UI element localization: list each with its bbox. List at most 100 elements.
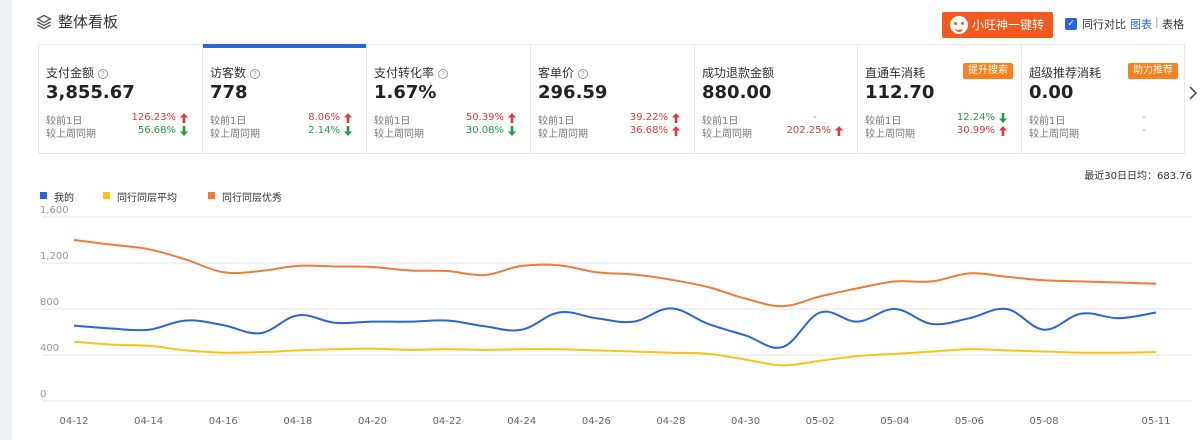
view-separator: |: [1155, 15, 1159, 28]
day-compare-value: 126.23%: [131, 112, 177, 123]
x-tick-label: 05-04: [880, 416, 909, 427]
legend-swatch: [40, 192, 47, 199]
one-click-convert-button[interactable]: 小旺神一键转化: [942, 12, 1053, 58]
week-compare-value: 56.68%: [137, 125, 176, 136]
week-compare-value: 36.68%: [629, 125, 668, 136]
x-tick-label: 04-26: [582, 416, 611, 427]
week-compare-label: 较上周同期: [865, 129, 915, 140]
view-chart-toggle[interactable]: 图表: [1130, 18, 1152, 31]
view-table-toggle[interactable]: 表格: [1162, 18, 1184, 31]
x-tick-label: 04-30: [731, 416, 760, 427]
x-tick-label: 05-11: [1141, 416, 1170, 427]
day-compare-label: 较前1日: [538, 116, 575, 127]
arrow-down-icon: [344, 126, 352, 136]
legend-item[interactable]: 同行同层平均: [103, 189, 177, 204]
day-compare-label: 较前1日: [374, 116, 411, 127]
dashboard-panel: 整体看板 小旺神一键转化 ✓ 同行对比 图表 | 表格 支付金额? 3,855.6…: [12, 0, 1200, 440]
chevron-right-icon[interactable]: [1188, 86, 1198, 100]
day-compare-value: -: [1142, 112, 1146, 123]
help-icon[interactable]: ?: [578, 69, 589, 79]
day-compare-value: 50.39%: [465, 112, 504, 123]
arrow-up-icon: [508, 113, 516, 123]
arrow-up-icon: [180, 113, 188, 123]
arrow-down-icon: [999, 113, 1007, 123]
metric-name: 直通车消耗: [865, 66, 926, 80]
metric-cards: 支付金额? 3,855.67 较前1日 126.23% 较上周同期 56.68% 访客数? 7…: [38, 44, 1185, 154]
metric-card[interactable]: 支付金额? 3,855.67 较前1日 126.23% 较上周同期 56.68%: [39, 45, 203, 153]
help-icon[interactable]: ?: [438, 69, 449, 79]
series-line-mine[interactable]: [73, 307, 1157, 349]
promo-tag-button[interactable]: 提升搜索: [963, 63, 1013, 79]
week-compare-label: 较上周同期: [702, 129, 752, 140]
arrow-down-icon: [508, 126, 516, 136]
metric-card[interactable]: 成功退款金额 880.00 较前1日 - 较上周同期 202.25%: [695, 45, 858, 153]
week-compare-label: 较上周同期: [538, 129, 588, 140]
arrow-up-icon: [344, 113, 352, 123]
arrow-up-icon: [672, 126, 680, 136]
week-compare-value: 30.08%: [465, 125, 504, 136]
arrow-up-icon: [999, 126, 1007, 136]
week-compare-value: 2.14%: [308, 125, 340, 136]
x-tick-label: 04-22: [433, 416, 462, 427]
metric-value: 3,855.67: [46, 82, 135, 103]
promo-tag-button[interactable]: 助力推荐: [1128, 63, 1178, 79]
metric-name: 支付金额?: [46, 64, 109, 81]
week-compare-value: -: [1142, 125, 1146, 136]
y-tick-label: 400: [40, 343, 59, 354]
week-compare-label: 较上周同期: [1029, 129, 1079, 140]
metric-name: 客单价?: [538, 64, 589, 81]
day-compare-label: 较前1日: [865, 116, 902, 127]
metric-value: 0.00: [1029, 82, 1074, 103]
metric-name: 支付转化率?: [374, 64, 449, 81]
day-compare-value: -: [813, 112, 817, 123]
x-tick-label: 04-20: [358, 416, 387, 427]
y-tick-label: 800: [40, 297, 59, 308]
metric-card[interactable]: 客单价? 296.59 较前1日 39.22% 较上周同期 36.68%: [531, 45, 695, 153]
metric-value: 778: [210, 82, 248, 103]
metric-value: 112.70: [865, 82, 935, 103]
week-compare-label: 较上周同期: [46, 129, 96, 140]
metric-card[interactable]: 访客数? 778 较前1日 8.06% 较上周同期 2.14%: [203, 44, 367, 153]
mascot-icon: [950, 16, 968, 34]
panel-header: 整体看板 小旺神一键转化 ✓ 同行对比 图表 | 表格: [12, 0, 1200, 58]
metric-card[interactable]: 直通车消耗 112.70 较前1日 12.24% 较上周同期 30.99% 提升搜索: [858, 45, 1022, 153]
legend-swatch: [103, 192, 110, 199]
metric-value: 880.00: [702, 82, 772, 103]
legend-item[interactable]: 我的: [40, 189, 74, 204]
series-line-peer-excellent[interactable]: [73, 239, 1157, 308]
week-compare-value: 30.99%: [956, 125, 995, 136]
x-tick-label: 05-02: [806, 416, 835, 427]
peer-compare-label: 同行对比: [1082, 18, 1126, 31]
metric-card[interactable]: 支付转化率? 1.67% 较前1日 50.39% 较上周同期 30.08%: [367, 45, 531, 153]
metric-value: 296.59: [538, 82, 608, 103]
arrow-up-icon: [835, 126, 843, 136]
legend-item[interactable]: 同行同层优秀: [208, 189, 282, 204]
daily-average-text: 最近30日日均：683.76: [1084, 171, 1192, 182]
week-compare-label: 较上周同期: [210, 129, 260, 140]
x-tick-label: 04-14: [134, 416, 163, 427]
x-tick-label: 04-12: [59, 416, 88, 427]
legend-label: 同行同层优秀: [222, 193, 282, 204]
series-line-peer-average[interactable]: [73, 340, 1157, 367]
page-title: 整体看板: [58, 13, 119, 31]
x-tick-label: 04-28: [656, 416, 685, 427]
peer-compare-checkbox[interactable]: ✓: [1065, 18, 1077, 30]
week-compare-value: 202.25%: [786, 125, 832, 136]
y-tick-label: 1,600: [40, 205, 69, 216]
metric-name: 成功退款金额: [702, 66, 775, 80]
help-icon[interactable]: ?: [250, 69, 261, 79]
x-tick-label: 04-18: [283, 416, 312, 427]
metric-name: 超级推荐消耗: [1029, 66, 1102, 80]
layers-icon: [36, 14, 52, 30]
metric-value: 1.67%: [374, 82, 437, 103]
day-compare-label: 较前1日: [46, 116, 83, 127]
day-compare-label: 较前1日: [210, 116, 247, 127]
metric-card[interactable]: 超级推荐消耗 0.00 较前1日 - 较上周同期 - 助力推荐: [1022, 45, 1186, 153]
legend-label: 我的: [54, 193, 74, 204]
y-tick-label: 0: [40, 389, 46, 400]
help-icon[interactable]: ?: [98, 69, 109, 79]
arrow-down-icon: [180, 126, 188, 136]
day-compare-label: 较前1日: [702, 116, 739, 127]
x-tick-label: 05-08: [1030, 416, 1059, 427]
legend-label: 同行同层平均: [117, 193, 177, 204]
